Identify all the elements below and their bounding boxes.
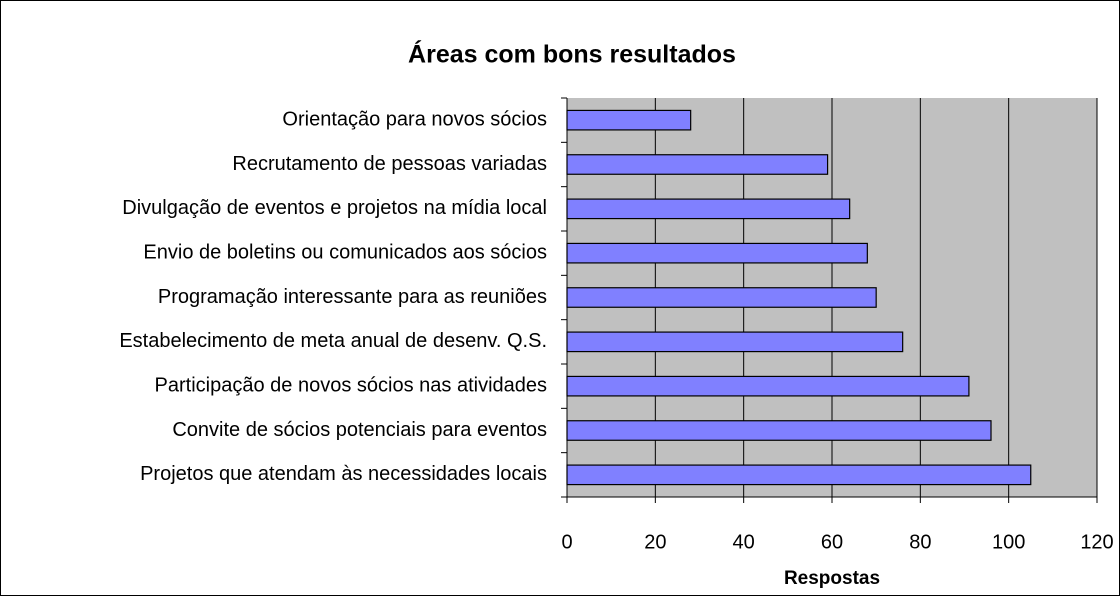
y-tick-label: Envio de boletins ou comunicados aos sóc… xyxy=(143,241,547,263)
bar xyxy=(566,198,851,220)
y-tick-label: Recrutamento de pessoas variadas xyxy=(232,153,547,175)
y-tick-label: Estabelecimento de meta anual de desenv.… xyxy=(119,330,547,352)
x-tick-label: 80 xyxy=(909,531,931,553)
bar xyxy=(566,420,992,441)
bar xyxy=(566,464,1032,486)
y-tick-label: Divulgação de eventos e projetos na mídi… xyxy=(122,197,547,219)
y-tick-label: Convite de sócios potenciais para evento… xyxy=(172,419,547,441)
bar xyxy=(566,154,829,175)
x-tick-label: 100 xyxy=(992,531,1025,553)
x-tick-label: 40 xyxy=(733,531,755,553)
y-tick-label: Participação de novos sócios nas ativida… xyxy=(155,374,547,396)
y-tick-label: Orientação para novos sócios xyxy=(282,108,547,130)
bar xyxy=(566,242,868,264)
x-tick-label: 0 xyxy=(561,531,572,553)
x-tick-label: 20 xyxy=(644,531,666,553)
x-tick-label: 60 xyxy=(821,531,843,553)
bar xyxy=(566,375,970,397)
x-axis-title: Respostas xyxy=(784,568,880,589)
y-tick-label: Projetos que atendam às necessidades loc… xyxy=(140,463,547,485)
bar xyxy=(566,331,904,353)
bar xyxy=(566,109,692,131)
bar xyxy=(566,287,877,308)
x-tick-label: 120 xyxy=(1080,531,1113,553)
chart-title: Áreas com bons resultados xyxy=(408,40,736,69)
y-tick-label: Programação interessante para as reuniõe… xyxy=(158,286,547,308)
